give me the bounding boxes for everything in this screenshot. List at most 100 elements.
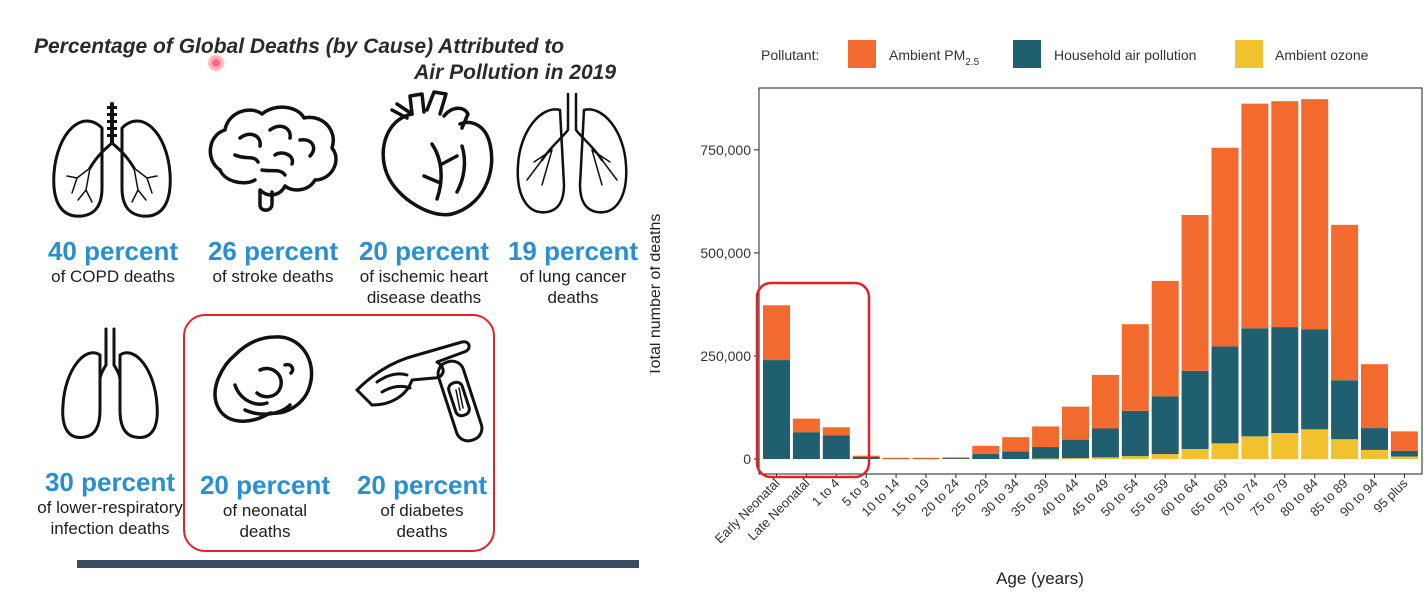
stat-ischemic-heart: 20 percent of ischemic heart disease dea… (344, 236, 504, 308)
y-tick-label: 0 (743, 451, 751, 467)
stat-copd: 40 percent of COPD deaths (38, 236, 188, 287)
bar-segment-30-to-34-ambient-pm (1002, 437, 1030, 452)
bar-segment-70-to-74-ambient-pm (1241, 103, 1269, 329)
bar-segment-95-plus-ambient-ozone (1390, 456, 1418, 459)
bar-segment-40-to-44-ambient-pm (1062, 406, 1089, 440)
bar-segment-45-to-49-ambient-ozone (1091, 457, 1119, 459)
chart-panel: Pollutant: Ambient PM2.5 Household air p… (647, 0, 1426, 594)
bar-segment-20-to-24-ambient-pm (942, 457, 970, 459)
fetus-icon (213, 335, 314, 423)
bar-segment-early-neonatal-household-air-pollution (763, 360, 790, 459)
bar-segment-65-to-69-ambient-pm (1211, 147, 1239, 347)
stat-percent: 26 percent (207, 236, 339, 266)
bar-segment-80-to-84-household-air-pollution (1301, 329, 1329, 430)
stat-description: of lower-respiratory (37, 498, 183, 517)
bar-segment-15-to-19-ambient-pm (912, 457, 940, 459)
bar-segment-70-to-74-household-air-pollution (1241, 328, 1269, 437)
lungs-icon (52, 102, 172, 218)
bar-segment-70-to-74-ambient-ozone (1241, 436, 1269, 459)
bar-segment-35-to-39-ambient-ozone (1032, 458, 1060, 460)
y-tick-label: 500,000 (700, 245, 751, 261)
bar-segment-late-neonatal-ambient-pm (792, 418, 820, 433)
legend-label-ozone: Ambient ozone (1275, 47, 1369, 63)
bar-segment-5-to-9-ambient-pm (852, 455, 880, 457)
stat-neonatal: 20 percent of neonatal deaths (190, 470, 340, 542)
stat-description: of ischemic heart (359, 267, 489, 286)
bar-segment-90-to-94-household-air-pollution (1361, 428, 1388, 450)
bar-segment-20-to-24-household-air-pollution (942, 457, 970, 459)
bar-segment-85-to-89-ambient-ozone (1331, 439, 1359, 459)
bar-segment-65-to-69-household-air-pollution (1211, 346, 1239, 444)
bar-segment-60-to-64-ambient-pm (1181, 214, 1209, 371)
divider-bar (77, 560, 639, 568)
bar-segment-1-to-4-household-air-pollution (822, 435, 850, 459)
plot-area-frame (758, 87, 1423, 475)
stat-percent: 20 percent (356, 470, 488, 500)
bar-segment-75-to-79-household-air-pollution (1271, 327, 1299, 434)
stat-description-line2: infection deaths (50, 519, 170, 538)
stat-percent: 40 percent (47, 236, 179, 266)
stat-percent: 20 percent (358, 236, 490, 266)
x-axis-title: Age (years) (996, 569, 1084, 588)
glucose-meter-icon (355, 340, 484, 443)
y-tick-label: 250,000 (700, 348, 751, 364)
bar-segment-30-to-34-household-air-pollution (1002, 451, 1030, 459)
bar-segment-45-to-49-household-air-pollution (1091, 428, 1119, 458)
legend-swatch-household (1013, 40, 1041, 68)
legend-swatch-pm25 (848, 40, 876, 68)
bar-segment-55-to-59-ambient-ozone (1151, 454, 1179, 459)
bar-segment-late-neonatal-household-air-pollution (792, 432, 820, 459)
bar-segment-90-to-94-ambient-pm (1361, 364, 1388, 429)
bars-group (763, 99, 1418, 460)
bar-segment-35-to-39-ambient-pm (1032, 426, 1060, 448)
stat-description: of diabetes (380, 501, 464, 520)
title-line-2: Air Pollution in 2019 (414, 61, 616, 84)
y-axis-title: Total number of deaths (650, 214, 664, 377)
bar-segment-65-to-69-ambient-ozone (1211, 443, 1239, 459)
bar-segment-55-to-59-ambient-pm (1151, 280, 1179, 397)
bar-segment-40-to-44-ambient-ozone (1062, 458, 1089, 460)
bar-segment-95-plus-household-air-pollution (1390, 450, 1418, 457)
bar-segment-40-to-44-household-air-pollution (1062, 439, 1089, 459)
bar-segment-1-to-4-ambient-pm (822, 427, 850, 436)
legend-label-pm25-main: Ambient PM (889, 47, 965, 63)
bar-segment-10-to-14-ambient-pm (882, 457, 910, 459)
legend-label-household: Household air pollution (1054, 47, 1196, 63)
stat-description-line2: disease deaths (366, 288, 482, 307)
stat-stroke: 26 percent of stroke deaths (198, 236, 348, 287)
stacked-bar-chart: Pollutant: Ambient PM2.5 Household air p… (647, 40, 1423, 588)
stat-description-line2: deaths (396, 522, 448, 541)
bar-segment-early-neonatal-ambient-pm (763, 305, 790, 361)
stat-lower-respiratory: 30 percent of lower-respiratory infectio… (20, 467, 200, 539)
bar-segment-80-to-84-ambient-pm (1301, 99, 1329, 330)
brain-icon (208, 105, 338, 212)
stat-description-line2: deaths (239, 522, 291, 541)
x-tick-label: 1 to 4 (809, 476, 843, 510)
bar-segment-50-to-54-ambient-pm (1121, 324, 1149, 411)
respiratory-icon (61, 327, 159, 440)
bar-segment-50-to-54-ambient-ozone (1121, 456, 1149, 459)
stat-description-line2: deaths (547, 288, 599, 307)
bar-segment-95-plus-ambient-pm (1390, 431, 1418, 451)
stat-description: of neonatal (222, 501, 308, 520)
stat-description: of stroke deaths (212, 267, 334, 286)
infographic-panel: Percentage of Global Deaths (by Cause) A… (0, 0, 650, 594)
heart-icon (381, 90, 494, 217)
legend: Pollutant: Ambient PM2.5 Household air p… (761, 40, 1369, 68)
title-line-1: Percentage of Global Deaths (by Cause) A… (34, 35, 565, 58)
stat-percent: 20 percent (199, 470, 331, 500)
bar-segment-25-to-29-household-air-pollution (972, 454, 1000, 459)
bar-segment-35-to-39-household-air-pollution (1032, 447, 1060, 459)
bar-segment-85-to-89-household-air-pollution (1331, 380, 1359, 440)
bar-segment-50-to-54-household-air-pollution (1121, 410, 1149, 457)
bar-segment-60-to-64-ambient-ozone (1181, 449, 1209, 459)
bar-segment-90-to-94-ambient-ozone (1361, 449, 1388, 459)
stat-percent: 19 percent (507, 236, 639, 266)
legend-label-pm25-sub: 2.5 (965, 57, 979, 68)
bar-segment-80-to-84-ambient-ozone (1301, 429, 1329, 459)
bar-segment-55-to-59-household-air-pollution (1151, 396, 1179, 455)
y-axis: 0 250,000 500,000 750,000 (700, 142, 759, 467)
early-ages-highlight-box (755, 281, 871, 479)
bronchi-icon (516, 92, 628, 214)
